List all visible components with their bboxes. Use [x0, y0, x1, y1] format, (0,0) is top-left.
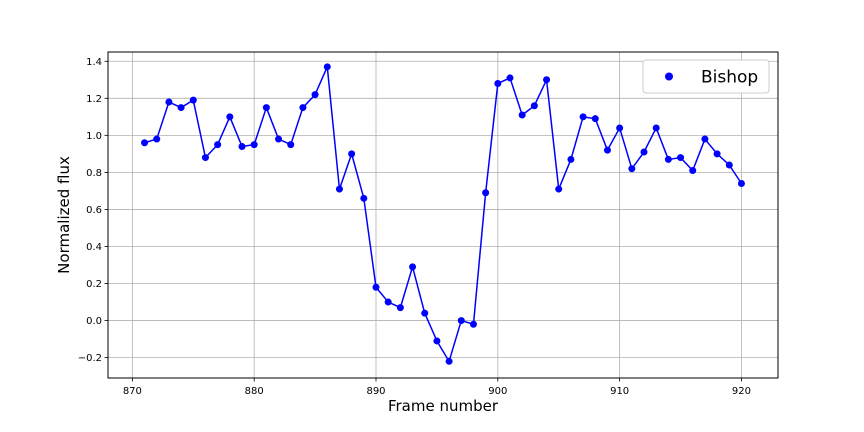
y-tick-label: 1.4 — [86, 57, 102, 68]
data-point — [238, 142, 246, 150]
data-point — [603, 146, 611, 154]
data-point — [579, 113, 587, 121]
data-point — [214, 141, 222, 149]
x-tick-label: 910 — [610, 386, 629, 397]
y-axis-title: Normalized flux — [55, 156, 73, 274]
x-tick-label: 870 — [123, 386, 142, 397]
data-point — [165, 98, 173, 106]
legend-label: Bishop — [701, 68, 758, 88]
y-tick-label: 0.8 — [86, 168, 102, 179]
ticks: 870 880 890 900 910 920 −0.2 0.0 0.2 0.4 0.6 0.8 1.0… — [78, 57, 751, 397]
data-point — [518, 111, 526, 119]
data-point — [421, 309, 429, 317]
data-point — [153, 135, 161, 143]
data-point — [543, 76, 551, 84]
data-point — [640, 148, 648, 156]
data-point — [689, 167, 697, 175]
data-point — [482, 189, 490, 197]
data-point — [664, 155, 672, 163]
data-point — [348, 150, 356, 158]
y-tick-label: 0.2 — [86, 279, 102, 290]
data-point — [713, 150, 721, 158]
data-point — [141, 139, 149, 147]
data-point — [250, 141, 258, 149]
data-point — [384, 298, 392, 306]
data-point — [396, 304, 404, 312]
data-point — [494, 79, 502, 87]
data-point — [201, 154, 209, 162]
x-tick-label: 880 — [245, 386, 264, 397]
plot-area-frame — [107, 51, 779, 379]
data-point — [567, 155, 575, 163]
data-point — [701, 135, 709, 143]
data-point — [469, 320, 477, 328]
x-tick-label: 890 — [366, 386, 385, 397]
data-point — [335, 185, 343, 193]
data-point — [457, 317, 465, 325]
y-tick-label: 0.0 — [86, 316, 102, 327]
y-tick-label: 1.0 — [86, 131, 102, 142]
legend-marker — [665, 72, 673, 81]
x-tick-label: 900 — [488, 386, 507, 397]
y-tick-label: −0.2 — [78, 353, 102, 364]
legend: Bishop — [642, 59, 770, 94]
data-point — [628, 165, 636, 173]
x-axis-title: Frame number — [388, 397, 499, 415]
data-point — [311, 91, 319, 99]
data-point — [555, 185, 563, 193]
data-point — [372, 283, 380, 291]
legend-box — [642, 59, 770, 94]
data-point — [591, 115, 599, 123]
series — [141, 63, 745, 365]
data-point — [530, 102, 538, 110]
grid — [108, 52, 778, 378]
data-point — [737, 180, 745, 188]
data-point — [506, 74, 514, 82]
data-point — [275, 135, 283, 143]
data-point — [725, 161, 733, 169]
data-point — [177, 104, 185, 112]
data-point — [299, 104, 307, 112]
data-point — [189, 96, 197, 104]
data-point — [360, 194, 368, 202]
y-tick-label: 0.6 — [86, 205, 102, 216]
data-point — [323, 63, 331, 71]
data-point — [616, 124, 624, 132]
y-tick-label: 0.4 — [86, 242, 102, 253]
data-point — [433, 337, 441, 345]
data-point — [445, 357, 453, 365]
y-tick-label: 1.2 — [86, 94, 102, 105]
data-point — [226, 113, 234, 121]
data-point — [677, 154, 685, 162]
x-tick-label: 920 — [732, 386, 751, 397]
data-point — [652, 124, 660, 132]
data-point — [287, 141, 295, 149]
data-point — [409, 263, 417, 271]
data-point — [262, 104, 270, 112]
